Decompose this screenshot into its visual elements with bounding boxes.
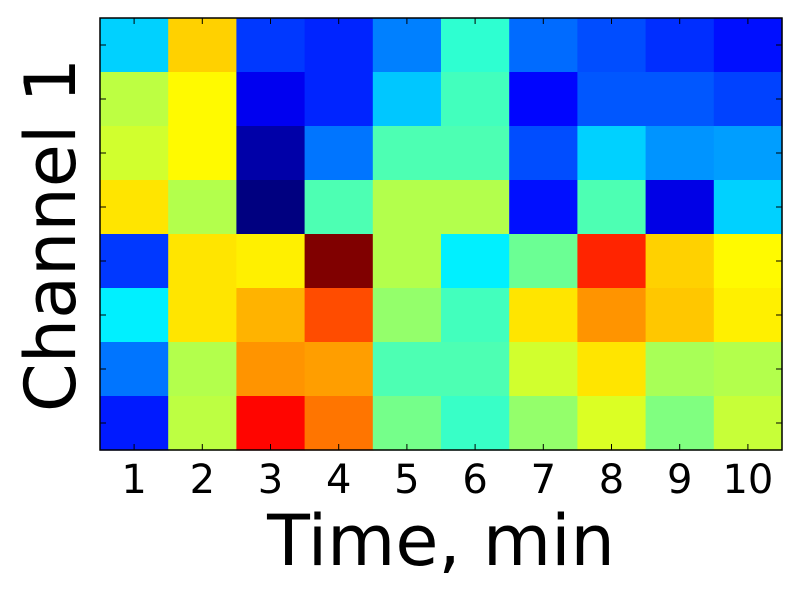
- heatmap-cell: [304, 396, 374, 451]
- heatmap-cell: [372, 18, 442, 73]
- heatmap-cell: [236, 234, 306, 289]
- heatmap-cell: [372, 234, 442, 289]
- x-tick-label: 10: [722, 457, 773, 503]
- heatmap-cell: [100, 396, 169, 451]
- heatmap-cell: [441, 18, 510, 73]
- heatmap-cell: [304, 234, 374, 289]
- heatmap-cell: [372, 288, 442, 343]
- x-tick-label: 5: [394, 457, 419, 503]
- heatmap-cell: [645, 180, 715, 235]
- heatmap-cell: [645, 72, 715, 127]
- heatmap-cell: [577, 288, 647, 343]
- heatmap-cell: [645, 342, 715, 397]
- heatmap-cell: [577, 180, 647, 235]
- heatmap-cell: [304, 126, 374, 181]
- heatmap-cell: [168, 342, 237, 397]
- plot-frame: [99, 17, 783, 451]
- heatmap-cell: [509, 180, 578, 235]
- heatmap-cells: [100, 18, 783, 451]
- heatmap-cell: [236, 288, 306, 343]
- x-tick-label: 4: [326, 457, 351, 503]
- x-tick-labels: 1 2 3 4 5 6 7 8 9 10: [121, 457, 773, 503]
- heatmap-cell: [441, 396, 510, 451]
- x-tick-label: 3: [258, 457, 283, 503]
- heatmap-cell: [100, 72, 169, 127]
- x-tick-label: 9: [667, 457, 692, 503]
- heatmap-cell: [372, 396, 442, 451]
- heatmap-cell: [372, 126, 442, 181]
- heatmap-cell: [236, 180, 306, 235]
- heatmap-cell: [372, 342, 442, 397]
- heatmap-cell: [304, 180, 374, 235]
- heatmap-cell: [168, 396, 237, 451]
- heatmap-cell: [372, 180, 442, 235]
- heatmap-cell: [509, 18, 578, 73]
- heatmap-cell: [100, 288, 169, 343]
- heatmap-cell: [645, 18, 715, 73]
- heatmap-cell: [713, 18, 783, 73]
- heatmap-cell: [441, 342, 510, 397]
- heatmap-cell: [713, 342, 783, 397]
- heatmap-cell: [713, 288, 783, 343]
- heatmap-cell: [236, 72, 306, 127]
- heatmap-cell: [168, 126, 237, 181]
- heatmap-cell: [509, 396, 578, 451]
- heatmap-cell: [168, 234, 237, 289]
- heatmap-cell: [236, 342, 306, 397]
- heatmap-cell: [168, 180, 237, 235]
- heatmap-cell: [441, 72, 510, 127]
- heatmap-cell: [236, 126, 306, 181]
- heatmap-cell: [304, 18, 374, 73]
- heatmap-cell: [713, 72, 783, 127]
- heatmap-cell: [168, 72, 237, 127]
- heatmap-cell: [713, 126, 783, 181]
- heatmap-cell: [509, 288, 578, 343]
- heatmap-cell: [577, 234, 647, 289]
- heatmap-cell: [645, 396, 715, 451]
- heatmap-cell: [645, 234, 715, 289]
- axis-ticks: [100, 18, 782, 450]
- heatmap-cell: [509, 342, 578, 397]
- heatmap-cell: [100, 180, 169, 235]
- heatmap-cell: [100, 234, 169, 289]
- heatmap-cell: [645, 126, 715, 181]
- y-axis-title: Channel 1: [10, 58, 92, 412]
- heatmap-cell: [372, 72, 442, 127]
- heatmap-cell: [304, 72, 374, 127]
- x-axis-title: Time, min: [266, 500, 615, 582]
- x-tick-label: 7: [531, 457, 556, 503]
- heatmap-cell: [577, 72, 647, 127]
- heatmap-cell: [713, 180, 783, 235]
- x-tick-label: 6: [462, 457, 487, 503]
- heatmap-cell: [713, 396, 783, 451]
- heatmap-cell: [713, 234, 783, 289]
- x-tick-label: 1: [121, 457, 146, 503]
- heatmap-cell: [577, 126, 647, 181]
- x-tick-label: 2: [190, 457, 215, 503]
- heatmap-cell: [441, 288, 510, 343]
- heatmap-cell: [441, 234, 510, 289]
- heatmap-cell: [236, 396, 306, 451]
- heatmap-cell: [645, 288, 715, 343]
- heatmap-cell: [236, 18, 306, 73]
- heatmap-cell: [509, 72, 578, 127]
- heatmap-cell: [100, 18, 169, 73]
- heatmap-cell: [577, 18, 647, 73]
- heatmap-cell: [304, 288, 374, 343]
- heatmap-cell: [509, 126, 578, 181]
- heatmap-cell: [100, 126, 169, 181]
- heatmap-cell: [168, 18, 237, 73]
- heatmap-cell: [100, 342, 169, 397]
- heatmap-cell: [441, 126, 510, 181]
- heatmap-cell: [304, 342, 374, 397]
- heatmap-cell: [577, 396, 647, 451]
- heatmap-cell: [441, 180, 510, 235]
- x-tick-label: 8: [599, 457, 624, 503]
- heatmap-cell: [509, 234, 578, 289]
- heatmap-cell: [577, 342, 647, 397]
- heatmap-cell: [168, 288, 237, 343]
